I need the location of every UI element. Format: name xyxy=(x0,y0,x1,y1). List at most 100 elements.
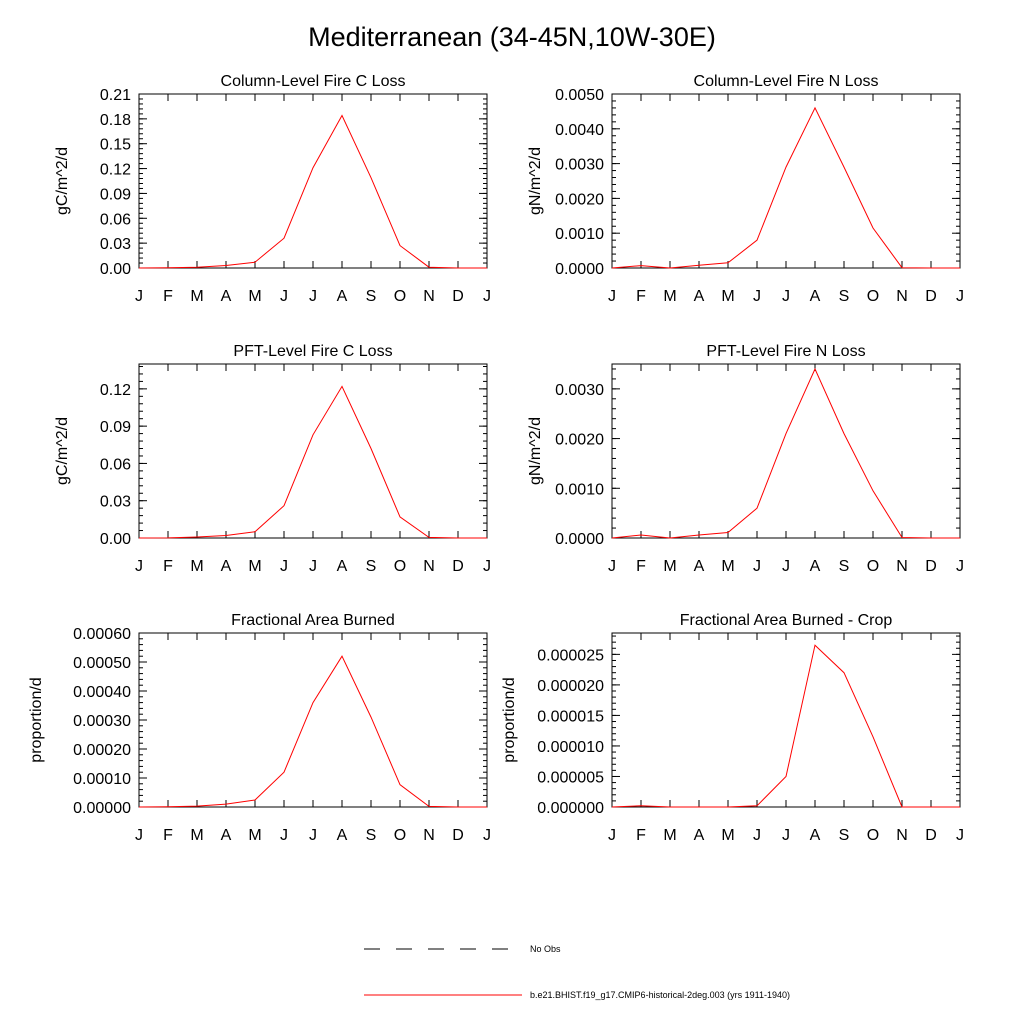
y-tick-label: 0.09 xyxy=(100,186,131,203)
x-tick-label: N xyxy=(423,558,435,575)
panel-title: PFT-Level Fire C Loss xyxy=(233,343,392,360)
x-tick-label: J xyxy=(280,827,288,844)
x-tick-label: F xyxy=(636,827,646,844)
panel-title: Fractional Area Burned xyxy=(231,612,395,629)
y-tick-label: 0.18 xyxy=(100,112,131,129)
series-line xyxy=(611,106,960,269)
x-tick-label: D xyxy=(925,827,937,844)
x-tick-label: J xyxy=(608,288,616,305)
x-tick-label: A xyxy=(694,827,705,844)
y-tick-label: 0.0030 xyxy=(555,382,604,399)
x-tick-label: O xyxy=(394,288,406,305)
x-tick-label: F xyxy=(163,827,173,844)
x-tick-label: J xyxy=(608,827,616,844)
y-axis-label: gN/m^2/d xyxy=(527,147,544,215)
x-tick-label: N xyxy=(423,288,435,305)
y-tick-label: 0.09 xyxy=(100,419,131,436)
series-line xyxy=(138,655,487,808)
y-tick-label: 0.21 xyxy=(100,87,131,104)
plot-frame xyxy=(611,632,961,808)
y-tick-label: 0.00000 xyxy=(73,800,131,817)
x-tick-label: J xyxy=(280,558,288,575)
y-tick-label: 0.0000 xyxy=(555,261,604,278)
y-tick-label: 0.06 xyxy=(100,456,131,473)
plot-frame xyxy=(138,363,488,539)
x-tick-label: S xyxy=(366,288,377,305)
y-tick-label: 0.15 xyxy=(100,137,131,154)
x-tick-label: M xyxy=(190,288,203,305)
x-tick-label: A xyxy=(221,827,232,844)
x-tick-label: J xyxy=(956,827,964,844)
x-tick-label: N xyxy=(896,288,908,305)
y-tick-label: 0.0050 xyxy=(555,87,604,104)
y-tick-label: 0.0030 xyxy=(555,157,604,174)
x-tick-label: J xyxy=(608,558,616,575)
page-title: Mediterranean (34-45N,10W-30E) xyxy=(308,22,716,52)
x-tick-label: A xyxy=(810,288,821,305)
x-tick-label: M xyxy=(190,827,203,844)
x-tick-label: J xyxy=(309,558,317,575)
y-tick-label: 0.00030 xyxy=(73,713,131,730)
x-tick-label: M xyxy=(248,288,261,305)
x-tick-label: J xyxy=(782,558,790,575)
y-tick-label: 0.00010 xyxy=(73,771,131,788)
x-tick-label: D xyxy=(925,558,937,575)
panel-title: Column-Level Fire N Loss xyxy=(694,73,879,90)
x-tick-label: S xyxy=(366,558,377,575)
x-tick-label: J xyxy=(309,288,317,305)
x-tick-label: D xyxy=(925,288,937,305)
y-tick-label: 0.000015 xyxy=(537,708,604,725)
x-tick-label: J xyxy=(135,558,143,575)
x-tick-label: A xyxy=(810,558,821,575)
x-tick-label: J xyxy=(483,827,491,844)
x-tick-label: F xyxy=(163,288,173,305)
x-tick-label: F xyxy=(636,288,646,305)
y-tick-label: 0.0010 xyxy=(555,226,604,243)
plot-frame xyxy=(611,363,961,539)
legend-label-no-obs: No Obs xyxy=(530,944,561,954)
x-tick-label: A xyxy=(337,827,348,844)
y-axis-label: gN/m^2/d xyxy=(527,417,544,485)
x-tick-label: J xyxy=(753,558,761,575)
x-tick-label: A xyxy=(694,288,705,305)
x-tick-label: J xyxy=(782,827,790,844)
x-tick-label: O xyxy=(867,288,879,305)
x-tick-label: N xyxy=(423,827,435,844)
x-tick-label: F xyxy=(163,558,173,575)
x-tick-label: M xyxy=(663,288,676,305)
plot-frame xyxy=(138,632,488,808)
y-tick-label: 0.00020 xyxy=(73,742,131,759)
y-axis-label: gC/m^2/d xyxy=(54,417,71,485)
x-tick-label: J xyxy=(483,288,491,305)
y-tick-label: 0.03 xyxy=(100,494,131,511)
series-line xyxy=(611,644,960,808)
x-tick-label: S xyxy=(839,288,850,305)
x-tick-label: M xyxy=(721,558,734,575)
x-tick-label: J xyxy=(280,288,288,305)
panel-title: Column-Level Fire C Loss xyxy=(221,73,406,90)
x-tick-label: M xyxy=(248,827,261,844)
x-tick-label: J xyxy=(753,827,761,844)
y-tick-label: 0.0020 xyxy=(555,191,604,208)
y-tick-label: 0.00 xyxy=(100,261,131,278)
x-tick-label: A xyxy=(337,558,348,575)
y-tick-label: 0.0010 xyxy=(555,481,604,498)
y-axis-label: gC/m^2/d xyxy=(54,147,71,215)
y-tick-label: 0.0040 xyxy=(555,122,604,139)
y-tick-label: 0.000010 xyxy=(537,739,604,756)
x-tick-label: N xyxy=(896,558,908,575)
x-tick-label: J xyxy=(782,288,790,305)
x-tick-label: S xyxy=(366,827,377,844)
x-tick-label: A xyxy=(810,827,821,844)
y-axis-label: proportion/d xyxy=(28,677,45,762)
x-tick-label: S xyxy=(839,558,850,575)
y-tick-label: 0.03 xyxy=(100,236,131,253)
x-tick-label: M xyxy=(663,827,676,844)
legend-label-model-run: b.e21.BHIST.f19_g17.CMIP6-historical-2de… xyxy=(530,990,790,1000)
x-tick-label: N xyxy=(896,827,908,844)
x-tick-label: M xyxy=(190,558,203,575)
